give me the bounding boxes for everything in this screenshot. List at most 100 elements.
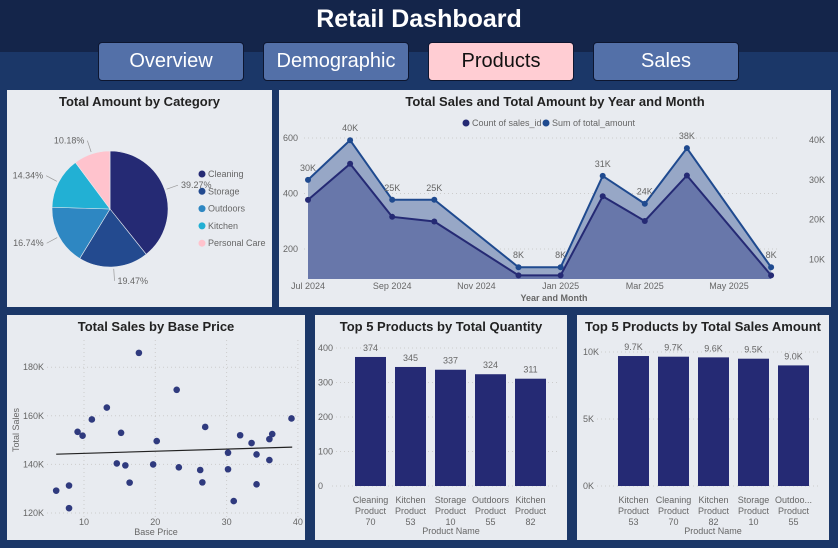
series-line-sum-total-amount: [307, 138, 772, 269]
data-label: 9.7K: [624, 342, 643, 352]
scatter-point: [268, 430, 276, 438]
bar: [778, 365, 809, 486]
data-label: 24K: [637, 187, 653, 197]
data-point: [557, 272, 564, 279]
x-tick: 20: [150, 517, 160, 527]
bar: [435, 369, 466, 486]
scatter-point: [266, 456, 273, 464]
area-chart: 600 400 200 10K 20K 30K 40K Jul 2024 Sep 2024 Nov…: [283, 118, 825, 303]
scatter-point: [236, 431, 244, 439]
x-tick: Outdoo...: [775, 495, 812, 505]
pie-chart-panel: Total Amount by Category 39.27% Cleaning 1…: [7, 90, 272, 307]
leader-line: [45, 175, 57, 182]
y-tick: 300: [318, 378, 333, 388]
scatter-point: [135, 349, 143, 357]
legend-label: Outdoors: [208, 204, 246, 214]
x-axis-title: Year and Month: [520, 293, 587, 303]
x-tick: 10: [445, 517, 455, 527]
x-axis-title: Product Name: [684, 526, 742, 536]
x-tick: Product: [738, 506, 770, 516]
scatter-point: [103, 404, 111, 411]
scatter-point: [224, 465, 232, 473]
x-tick: Product: [395, 506, 427, 516]
data-label: 9.7K: [664, 343, 683, 353]
data-label: 25K: [426, 183, 442, 193]
legend-label: Personal Care: [208, 238, 266, 248]
y-tick-right: 20K: [809, 215, 825, 225]
data-point: [389, 196, 396, 203]
scatter-point: [288, 415, 295, 422]
x-tick: Outdoors: [472, 495, 510, 505]
chart-title: Top 5 Products by Total Sales Amount: [585, 319, 821, 334]
x-tick: Storage: [738, 495, 770, 505]
pie-slice: [109, 150, 169, 255]
bar: [738, 358, 769, 486]
data-point: [347, 160, 354, 167]
scatter-point: [153, 437, 161, 445]
tab-products[interactable]: Products: [428, 42, 574, 81]
legend-marker: [542, 119, 550, 127]
tab-demographic[interactable]: Demographic: [263, 42, 409, 81]
y-tick: 200: [318, 412, 333, 422]
scatter-point: [149, 461, 157, 468]
bar: [515, 378, 546, 486]
data-label: 40K: [342, 123, 358, 133]
leader-line: [113, 268, 115, 281]
x-tick: 70: [668, 517, 678, 527]
y-tick: 10K: [583, 347, 599, 357]
x-tick: 82: [525, 517, 535, 527]
y-tick: 5K: [583, 414, 594, 424]
pie-slice: [51, 162, 111, 210]
scatter-point: [88, 416, 96, 423]
scatter-point: [173, 386, 180, 394]
data-label: 337: [443, 356, 458, 366]
data-point: [683, 145, 690, 152]
tab-overview[interactable]: Overview: [98, 42, 244, 81]
x-tick: 53: [628, 517, 638, 527]
y-tick-left: 200: [283, 244, 298, 254]
tab-sales[interactable]: Sales: [593, 42, 739, 81]
data-point: [431, 218, 438, 225]
scatter-point: [201, 423, 209, 431]
bar: [355, 356, 386, 486]
y-tick: 0K: [583, 481, 594, 491]
x-tick: Nov 2024: [457, 281, 496, 291]
leader-line: [46, 237, 58, 244]
data-point: [768, 264, 775, 271]
y-tick: 160K: [23, 411, 44, 421]
bar: [658, 356, 689, 486]
data-point: [305, 176, 311, 183]
data-label: 8K: [555, 250, 566, 260]
bar: [698, 357, 729, 486]
scatter-point: [253, 481, 260, 488]
data-label: 30K: [300, 163, 316, 173]
x-tick: Jul 2024: [291, 281, 325, 291]
x-tick: 82: [708, 517, 718, 527]
pie-slice: [51, 206, 111, 259]
scatter-chart: 120K 140K 160K 180K 10 20 30 40 Base Price Total …: [11, 340, 303, 537]
data-label: 9.5K: [744, 345, 763, 355]
y-tick-right: 30K: [809, 175, 825, 185]
data-point: [557, 264, 564, 271]
legend-label: Cleaning: [208, 169, 244, 179]
pie-data-label: 39.27%: [181, 180, 212, 190]
legend-marker: [198, 222, 206, 230]
pie-data-label: 14.34%: [13, 171, 44, 181]
x-tick: Product: [355, 506, 387, 516]
data-label: 38K: [679, 131, 695, 141]
scatter-point: [126, 479, 133, 486]
data-label: 25K: [384, 183, 400, 193]
y-tick: 400: [318, 343, 333, 353]
x-tick: Cleaning: [656, 495, 692, 505]
y-tick-right: 10K: [809, 254, 825, 264]
scatter-point: [113, 460, 121, 467]
sales-bar-panel: Top 5 Products by Total Sales Amount 0K 5…: [577, 315, 829, 540]
scatter-point: [196, 466, 204, 474]
pie-data-label: 10.18%: [54, 136, 85, 146]
x-tick: Product: [475, 506, 507, 516]
x-tick: Product: [658, 506, 690, 516]
scatter-chart-panel: Total Sales by Base Price 120K 140K 160K 18…: [7, 315, 305, 540]
x-tick: Product: [435, 506, 467, 516]
x-tick: Kitchen: [618, 495, 648, 505]
